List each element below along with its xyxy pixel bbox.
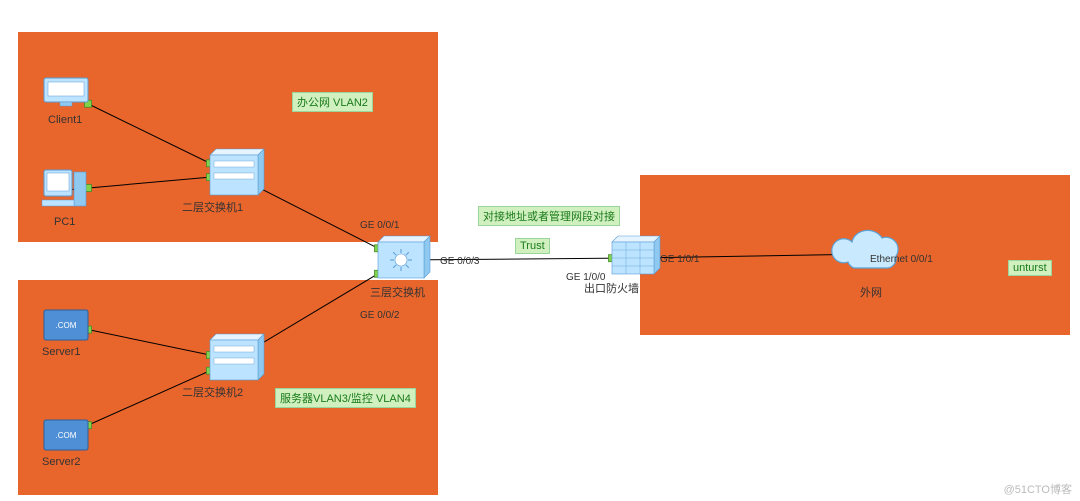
port-eth001: Ethernet 0/0/1 — [870, 254, 933, 265]
tag-office-label: 办公网 VLAN2 — [297, 97, 368, 109]
tag-untrust: unturst — [1008, 260, 1052, 276]
label-client1: Client1 — [48, 114, 82, 126]
label-sw1: 二层交换机1 — [182, 199, 243, 215]
port-ge001: GE 0/0/1 — [360, 220, 399, 231]
tag-peer-mgmt: 对接地址或者管理网段对接 — [478, 206, 620, 226]
label-pc1: PC1 — [54, 216, 75, 228]
tag-untrust-label: unturst — [1013, 262, 1047, 274]
label-server1: Server1 — [42, 346, 81, 358]
label-sw2: 二层交换机2 — [182, 384, 243, 400]
port-ge003: GE 0/0/3 — [440, 256, 479, 267]
label-server2: Server2 — [42, 456, 81, 468]
tag-servers-label: 服务器VLAN3/监控 VLAN4 — [280, 393, 411, 405]
tag-peer-label: 对接地址或者管理网段对接 — [483, 211, 615, 223]
tag-trust-label: Trust — [520, 240, 545, 252]
tag-trust: Trust — [515, 238, 550, 254]
tag-servers-vlan34: 服务器VLAN3/监控 VLAN4 — [275, 388, 416, 408]
label-core: 三层交换机 — [370, 284, 425, 300]
port-ge002: GE 0/0/2 — [360, 310, 399, 321]
port-ge100: GE 1/0/0 — [566, 272, 605, 283]
zone-right — [640, 175, 1070, 335]
tag-office-vlan2: 办公网 VLAN2 — [292, 92, 373, 112]
port-ge101: GE 1/0/1 — [660, 254, 699, 265]
label-cloud: 外网 — [860, 284, 882, 300]
watermark: @51CTO博客 — [1004, 481, 1072, 497]
